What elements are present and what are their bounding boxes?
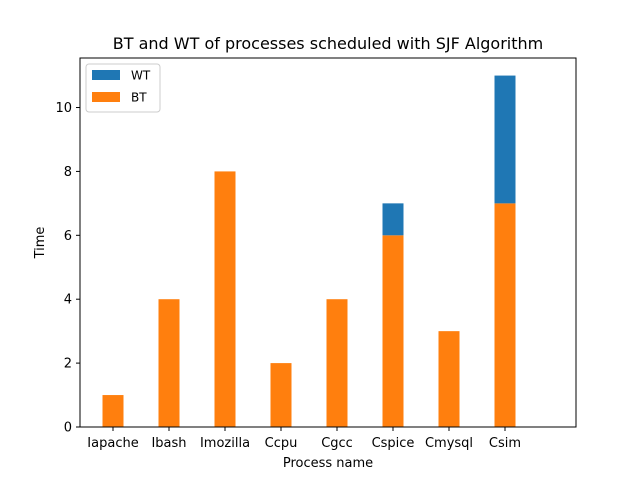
bar-wt-cspice bbox=[382, 203, 404, 236]
x-tick-label: Cgcc bbox=[321, 436, 353, 451]
bar-bt-csim bbox=[494, 203, 516, 427]
y-tick-label: 0 bbox=[64, 421, 72, 436]
legend-label-bt: BT bbox=[131, 91, 147, 105]
bar-bt-ccpu bbox=[270, 363, 292, 427]
bar-bt-cspice bbox=[382, 235, 404, 427]
y-tick-label: 4 bbox=[64, 293, 72, 308]
y-axis-ticks: 0 2 4 6 8 10 bbox=[55, 101, 80, 436]
legend-swatch-wt bbox=[92, 70, 120, 80]
x-tick-label: Cspice bbox=[372, 436, 415, 451]
chart-title: BT and WT of processes scheduled with SJ… bbox=[113, 34, 543, 53]
x-axis-ticks: Iapache Ibash Imozilla Ccpu Cgcc Cspice Cmysql… bbox=[87, 427, 521, 451]
y-tick-label: 6 bbox=[64, 229, 72, 244]
x-axis-label: Process name bbox=[283, 456, 373, 471]
x-tick-label: Ccpu bbox=[265, 436, 298, 451]
y-tick-label: 10 bbox=[55, 101, 72, 116]
y-tick-label: 8 bbox=[64, 165, 72, 180]
x-tick-label: Cmysql bbox=[425, 436, 473, 451]
bar-bt-cmysql bbox=[438, 331, 460, 427]
bar-bt-iapache bbox=[102, 395, 124, 427]
plot-frame bbox=[79, 57, 577, 428]
legend-swatch-bt bbox=[92, 92, 120, 102]
bar-bt-ibash bbox=[158, 299, 180, 427]
x-tick-label: Csim bbox=[489, 436, 521, 451]
legend-label-wt: WT bbox=[131, 69, 151, 83]
x-tick-label: Iapache bbox=[87, 436, 138, 451]
bar-bt-imozilla bbox=[214, 171, 236, 427]
x-tick-label: Imozilla bbox=[200, 436, 250, 451]
bar-wt-csim bbox=[494, 75, 516, 204]
x-tick-label: Ibash bbox=[151, 436, 186, 451]
bar-bt-cgcc bbox=[326, 299, 348, 427]
y-axis-label: Time bbox=[33, 227, 48, 260]
bars-group bbox=[102, 75, 516, 427]
legend: WT BT bbox=[85, 63, 161, 113]
y-tick-label: 2 bbox=[64, 357, 72, 372]
